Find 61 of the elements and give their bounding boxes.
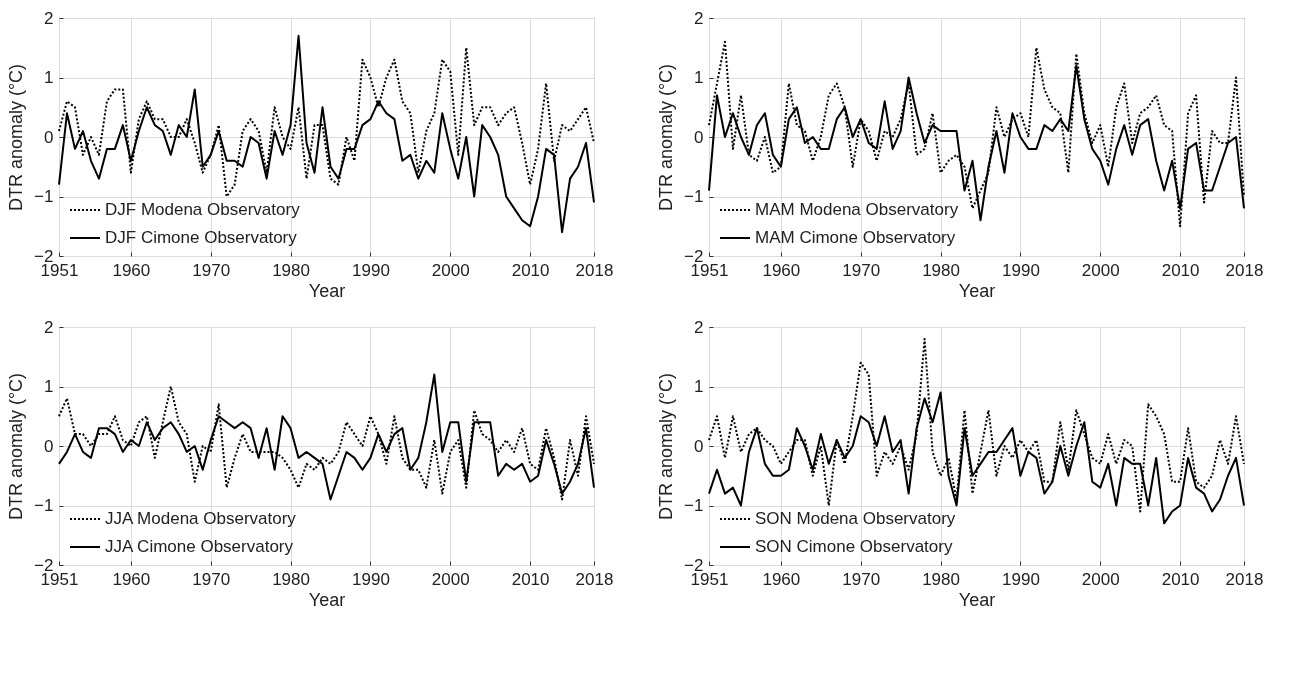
x-tick-label: 2010 [511,260,550,280]
legend-label: JJA Cimone Observatory [105,537,294,556]
x-tick-label: 1980 [272,260,310,280]
y-tick-label: 1 [44,377,54,396]
legend-label: DJF Cimone Observatory [105,228,298,247]
x-tick-label: 2018 [575,260,614,280]
x-tick-label: 2010 [511,569,550,589]
legend-label: SON Cimone Observatory [755,537,953,556]
x-axis-title: Year [308,280,346,301]
x-tick-label: 1960 [762,260,801,280]
y-tick-label: −1 [34,496,54,515]
y-tick-label: 1 [44,68,54,87]
x-tick-label: 1990 [1002,260,1040,280]
y-tick-label: 1 [694,377,704,396]
legend-label: DJF Modena Observatory [105,200,301,219]
y-tick-label: 2 [44,317,54,337]
legend-label: JJA Modena Observatory [105,509,297,528]
y-tick-label: −1 [684,187,704,206]
x-tick-label: 1970 [842,569,881,589]
x-axis-title: Year [308,589,346,610]
x-axis-title: Year [958,589,996,610]
y-tick-label: 2 [694,317,704,337]
x-tick-label: 1960 [112,260,151,280]
legend-label: SON Modena Observatory [755,509,956,528]
x-tick-label: 2018 [1225,569,1264,589]
x-tick-label: 2010 [1161,260,1200,280]
x-tick-label: 2018 [1225,260,1264,280]
x-tick-label: 1980 [922,569,960,589]
y-tick-label: 0 [694,436,704,456]
x-tick-label: 1970 [842,260,881,280]
x-tick-label: 2000 [1081,569,1120,589]
legend-label: MAM Cimone Observatory [755,228,956,247]
y-tick-label: −1 [34,187,54,206]
x-tick-label: 2000 [1081,260,1120,280]
x-tick-label: 1970 [192,260,231,280]
x-tick-label: 1960 [762,569,801,589]
x-tick-label: 1990 [352,569,390,589]
x-tick-label: 2010 [1161,569,1200,589]
y-tick-label: 2 [694,8,704,28]
y-axis-title: DTR anomaly (°C) [6,372,27,521]
y-axis-title: DTR anomaly (°C) [6,63,27,212]
y-tick-label: 0 [694,127,704,147]
legend-label: MAM Modena Observatory [755,200,959,219]
x-tick-label: 1990 [1002,569,1040,589]
x-tick-label: 2000 [431,569,470,589]
x-axis-title: Year [958,280,996,301]
x-tick-label: 2000 [431,260,470,280]
y-tick-label: 0 [44,127,54,147]
y-tick-label: 0 [44,436,54,456]
x-tick-label: 1980 [922,260,960,280]
y-tick-label: 2 [44,8,54,28]
x-tick-label: 1970 [192,569,231,589]
x-tick-label: 1960 [112,569,151,589]
y-axis-title: DTR anomaly (°C) [656,63,677,212]
x-tick-label: 1980 [272,569,310,589]
line-series [708,40,1245,228]
y-tick-label: 1 [694,68,704,87]
y-tick-label: −1 [684,496,704,515]
x-tick-label: 1990 [352,260,390,280]
y-axis-title: DTR anomaly (°C) [656,372,677,521]
x-tick-label: 2018 [575,569,614,589]
